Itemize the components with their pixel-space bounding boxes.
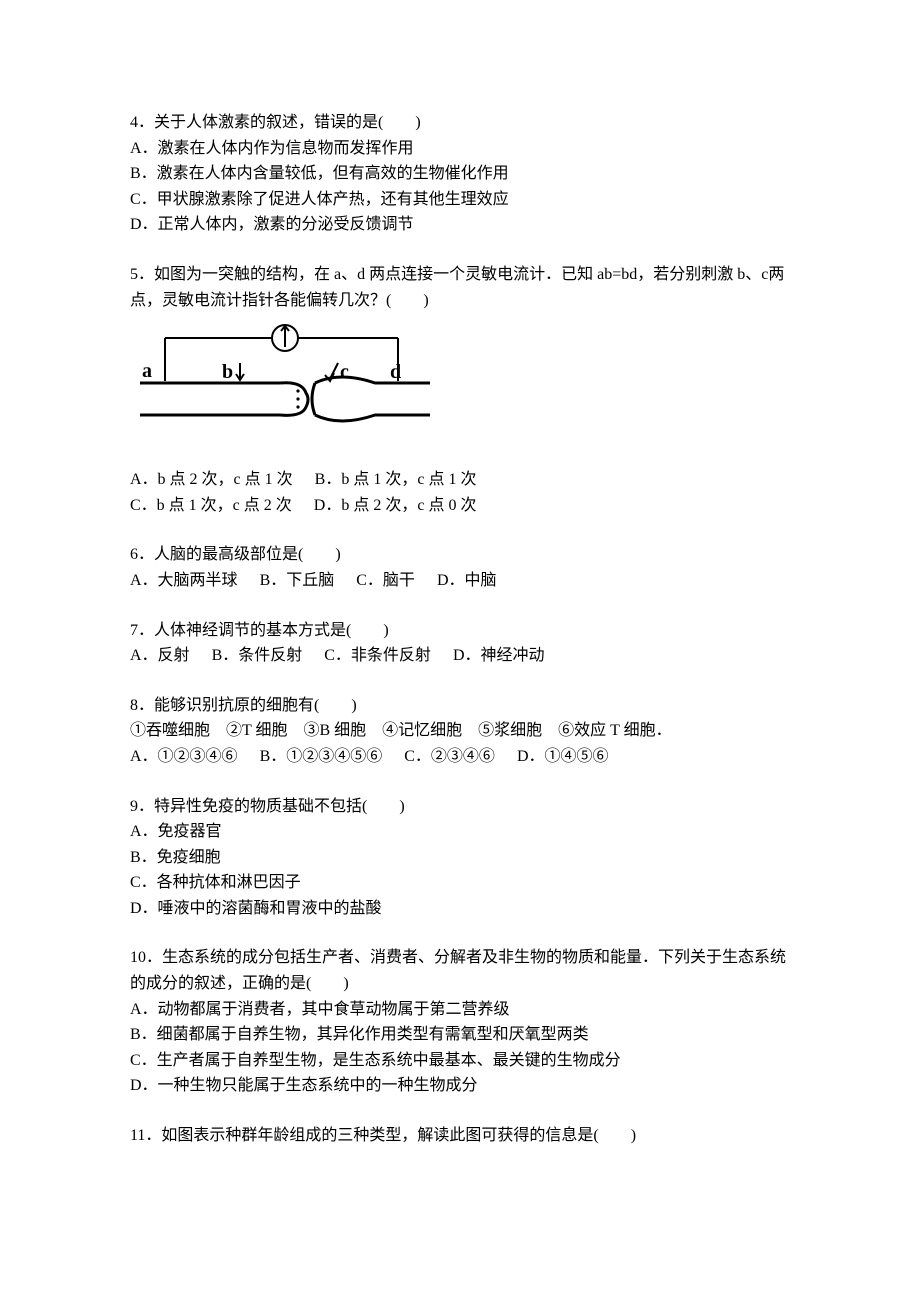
label-d: d [390, 361, 401, 383]
q9-option-d: D．唾液中的溶菌酶和胃液中的盐酸 [130, 896, 790, 922]
q10-option-d: D．一种生物只能属于生态系统中的一种生物成分 [130, 1073, 790, 1099]
q7-option-a: A．反射 [130, 647, 190, 664]
q4-option-b: B．激素在人体内含量较低，但有高效的生物催化作用 [130, 161, 790, 187]
q7-option-d: D．神经冲动 [453, 647, 545, 664]
question-8: 8．能够识别抗原的细胞有( ) ①吞噬细胞 ②T 细胞 ③B 细胞 ④记忆细胞 … [130, 693, 790, 770]
q4-option-d: D．正常人体内，激素的分泌受反馈调节 [130, 212, 790, 238]
q7-option-b: B．条件反射 [212, 647, 303, 664]
q6-option-b: B．下丘脑 [260, 572, 335, 589]
q7-stem: 7．人体神经调节的基本方式是( ) [130, 618, 790, 644]
q5-diagram: a b c d [130, 323, 790, 453]
q6-option-a: A．大脑两半球 [130, 572, 238, 589]
q9-option-b: B．免疫细胞 [130, 845, 790, 871]
q8-option-b: B．①②③④⑤⑥ [260, 748, 383, 765]
label-b: b [222, 361, 233, 383]
q6-option-d: D．中脑 [437, 572, 497, 589]
q5-option-b: B．b 点 1 次，c 点 1 次 [315, 471, 477, 488]
question-9: 9．特异性免疫的物质基础不包括( ) A．免疫器官 B．免疫细胞 C．各种抗体和… [130, 794, 790, 922]
q8-option-d: D．①④⑤⑥ [517, 748, 609, 765]
q7-option-c: C．非条件反射 [324, 647, 431, 664]
question-4: 4．关于人体激素的叙述，错误的是( ) A．激素在人体内作为信息物而发挥作用 B… [130, 110, 790, 238]
q9-option-a: A．免疫器官 [130, 819, 790, 845]
question-7: 7．人体神经调节的基本方式是( ) A．反射 B．条件反射 C．非条件反射 D．… [130, 618, 790, 669]
q4-option-a: A．激素在人体内作为信息物而发挥作用 [130, 136, 790, 162]
q5-stem: 5．如图为一突触的结构，在 a、d 两点连接一个灵敏电流计．已知 ab=bd，若… [130, 262, 790, 313]
q5-options-row1: A．b 点 2 次，c 点 1 次 B．b 点 1 次，c 点 1 次 [130, 467, 790, 493]
q10-option-a: A．动物都属于消费者，其中食草动物属于第二营养级 [130, 997, 790, 1023]
label-c: c [340, 361, 349, 383]
synapse-diagram-svg: a b c d [130, 323, 440, 453]
q5-option-a: A．b 点 2 次，c 点 1 次 [130, 471, 293, 488]
q8-option-c: C．②③④⑥ [404, 748, 495, 765]
question-10: 10．生态系统的成分包括生产者、消费者、分解者及非生物的物质和能量．下列关于生态… [130, 945, 790, 1099]
q9-option-c: C．各种抗体和淋巴因子 [130, 870, 790, 896]
q10-option-b: B．细菌都属于自养生物，其异化作用类型有需氧型和厌氧型两类 [130, 1022, 790, 1048]
q10-option-c: C．生产者属于自养型生物，是生态系统中最基本、最关键的生物成分 [130, 1048, 790, 1074]
question-6: 6．人脑的最高级部位是( ) A．大脑两半球 B．下丘脑 C．脑干 D．中脑 [130, 542, 790, 593]
q6-option-c: C．脑干 [356, 572, 415, 589]
q6-options: A．大脑两半球 B．下丘脑 C．脑干 D．中脑 [130, 568, 790, 594]
q6-stem: 6．人脑的最高级部位是( ) [130, 542, 790, 568]
q4-stem: 4．关于人体激素的叙述，错误的是( ) [130, 110, 790, 136]
q8-option-a: A．①②③④⑥ [130, 748, 238, 765]
q5-options-row2: C．b 点 1 次，c 点 2 次 D．b 点 2 次，c 点 0 次 [130, 493, 790, 519]
q11-stem: 11．如图表示种群年龄组成的三种类型，解读此图可获得的信息是( ) [130, 1123, 790, 1149]
q7-options: A．反射 B．条件反射 C．非条件反射 D．神经冲动 [130, 643, 790, 669]
q5-option-c: C．b 点 1 次，c 点 2 次 [130, 497, 292, 514]
q4-option-c: C．甲状腺激素除了促进人体产热，还有其他生理效应 [130, 187, 790, 213]
question-11: 11．如图表示种群年龄组成的三种类型，解读此图可获得的信息是( ) [130, 1123, 790, 1149]
label-a: a [142, 360, 152, 382]
q8-items: ①吞噬细胞 ②T 细胞 ③B 细胞 ④记忆细胞 ⑤浆细胞 ⑥效应 T 细胞． [130, 718, 790, 744]
q8-options: A．①②③④⑥ B．①②③④⑤⑥ C．②③④⑥ D．①④⑤⑥ [130, 744, 790, 770]
q10-stem: 10．生态系统的成分包括生产者、消费者、分解者及非生物的物质和能量．下列关于生态… [130, 945, 790, 996]
q5-option-d: D．b 点 2 次，c 点 0 次 [314, 497, 477, 514]
q9-stem: 9．特异性免疫的物质基础不包括( ) [130, 794, 790, 820]
question-5: 5．如图为一突触的结构，在 a、d 两点连接一个灵敏电流计．已知 ab=bd，若… [130, 262, 790, 518]
q8-stem: 8．能够识别抗原的细胞有( ) [130, 693, 790, 719]
